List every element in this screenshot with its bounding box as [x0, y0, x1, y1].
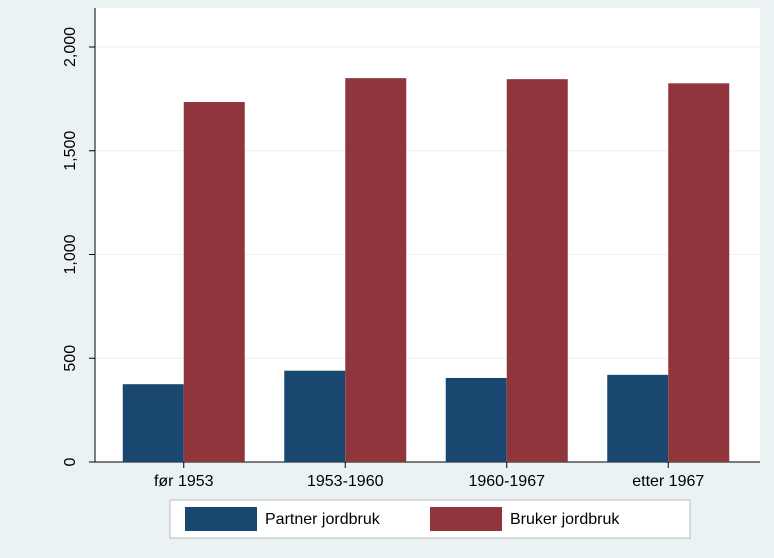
- y-tick-label: 1,000: [62, 234, 79, 274]
- x-tick-label: 1953-1960: [307, 473, 384, 490]
- legend-swatch: [185, 507, 257, 531]
- bar: [506, 79, 568, 462]
- x-tick-label: før 1953: [154, 473, 214, 490]
- x-tick-label: 1960-1967: [468, 473, 545, 490]
- y-tick-label: 1,500: [62, 131, 79, 171]
- y-tick-label: 2,000: [62, 27, 79, 67]
- bar: [284, 370, 346, 462]
- bar: [345, 78, 407, 462]
- bar: [122, 384, 184, 462]
- y-tick-label: 0: [62, 457, 79, 466]
- bar: [607, 374, 669, 462]
- bar: [445, 377, 507, 462]
- x-tick-label: etter 1967: [632, 473, 704, 490]
- bar: [183, 101, 245, 463]
- legend-swatch: [430, 507, 502, 531]
- legend-label: Partner jordbruk: [265, 511, 381, 528]
- legend-label: Bruker jordbruk: [510, 511, 620, 528]
- bar: [668, 83, 730, 462]
- y-tick-label: 500: [62, 345, 79, 372]
